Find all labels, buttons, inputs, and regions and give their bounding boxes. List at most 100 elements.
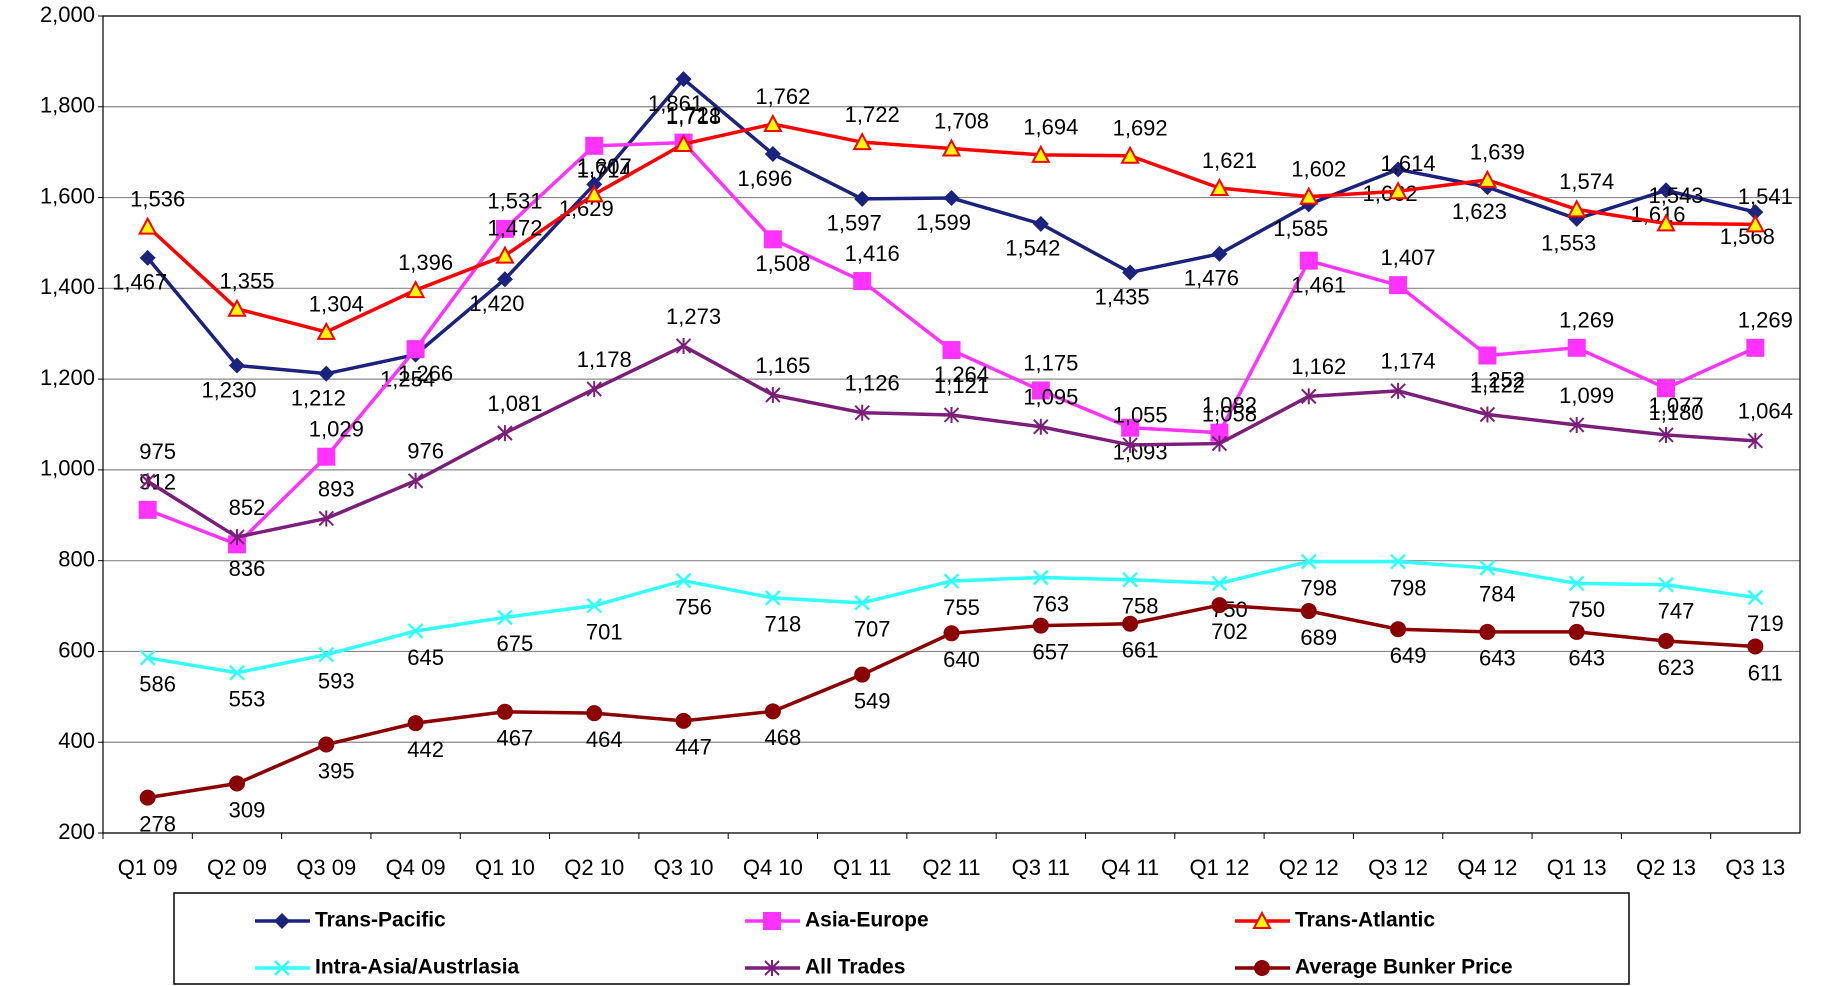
data-label: 1,178 [577,347,632,372]
marker [1121,418,1140,437]
data-label: 1,861 [648,91,703,116]
marker [139,249,156,266]
data-label: 1,269 [1559,308,1614,333]
data-label: 1,602 [1291,156,1346,181]
legend-label: Average Bunker Price [1295,956,1513,979]
marker [318,646,335,663]
data-label: 1,461 [1291,272,1346,297]
data-label: 549 [854,688,891,713]
data-label: 1,081 [487,391,542,416]
data-label: 1,476 [1184,266,1239,291]
marker [1479,623,1496,640]
data-label: 1,597 [827,211,882,236]
marker [407,623,424,639]
x-tick-label: Q3 11 [1012,855,1070,880]
x-tick-label: Q2 09 [207,855,267,880]
data-label: 1,599 [916,210,971,235]
marker [1211,435,1228,452]
marker [229,664,245,681]
marker [1746,338,1765,357]
marker [1747,638,1764,655]
data-label: 1,607 [577,154,632,179]
x-tick-label: Q4 09 [386,855,446,880]
data-label: 689 [1300,625,1337,650]
data-label: 1,264 [934,362,989,387]
data-label: 755 [943,595,980,620]
data-label: 718 [765,612,802,637]
marker [1300,553,1317,570]
data-label: 1,126 [845,371,900,396]
marker [1656,213,1676,232]
data-label: 1,099 [1559,383,1614,408]
data-label: 1,472 [487,215,542,240]
data-label: 1,058 [1202,401,1257,426]
data-label: 1,077 [1648,393,1703,418]
data-label: 1,708 [934,108,989,133]
marker [407,715,424,732]
marker [318,510,334,527]
marker [1389,276,1408,295]
marker [1658,426,1674,443]
marker [496,703,513,720]
x-tick-label: Q3 10 [654,855,714,880]
data-label: 640 [943,647,980,672]
series: 278 309 395 442 467 464 447 468 549 640 657 661 702 6… [139,597,1783,836]
marker [227,298,247,317]
marker [585,136,604,155]
marker [495,219,514,238]
legend-label: Trans-Pacific [315,909,446,932]
data-label: 1,396 [398,250,453,275]
marker [1479,560,1496,576]
marker [943,190,960,207]
data-label: 467 [497,726,534,751]
y-tick-label: 1,800 [40,93,95,118]
marker [1747,432,1764,449]
x-tick-label: Q2 10 [564,855,624,880]
marker [584,184,604,203]
marker [1252,910,1272,929]
series: 1,536 1,355 1,304 1,396 1,472 1,607 1,718 1,762… [130,84,1793,340]
marker [139,473,156,490]
marker [228,775,245,792]
marker [1210,423,1229,442]
data-label: 623 [1658,655,1695,680]
x-tick-label: Q4 11 [1101,855,1159,880]
data-label: 1,543 [1648,183,1703,208]
marker [1568,575,1585,592]
marker [1120,145,1140,164]
marker [229,529,245,546]
marker [1658,182,1675,199]
data-label: 643 [1568,646,1605,671]
data-label: 1,531 [487,189,542,214]
data-label: 893 [318,476,355,501]
data-label: 1,623 [1452,199,1507,224]
marker [1479,406,1496,423]
marker [274,960,290,976]
data-label: 309 [229,797,266,822]
series: 586 553 593 645 675 701 756 718 707 755 763 758 750 7… [139,553,1784,712]
marker [1390,621,1407,638]
marker [406,340,425,359]
data-label: 1,095 [1023,385,1078,410]
data-label: 1,029 [309,417,364,442]
marker [1033,418,1049,435]
data-label: 1,621 [1202,148,1257,173]
marker [274,913,290,929]
data-label: 643 [1479,646,1516,671]
marker [854,666,871,683]
data-label: 1,585 [1273,216,1328,241]
y-tick-label: 200 [58,819,95,844]
marker [941,138,962,157]
marker [763,113,783,133]
data-label: 1,435 [1095,284,1150,309]
marker [138,500,157,519]
marker [1567,199,1587,218]
data-label: 1,407 [1381,245,1436,270]
data-label: 719 [1747,611,1784,636]
marker [765,386,781,403]
data-label: 553 [229,687,266,712]
data-label: 611 [1748,660,1783,685]
marker [1299,186,1319,205]
series: 975 852 893 976 1,081 1,178 1,273 1,165 1,126 1,1… [139,304,1793,546]
